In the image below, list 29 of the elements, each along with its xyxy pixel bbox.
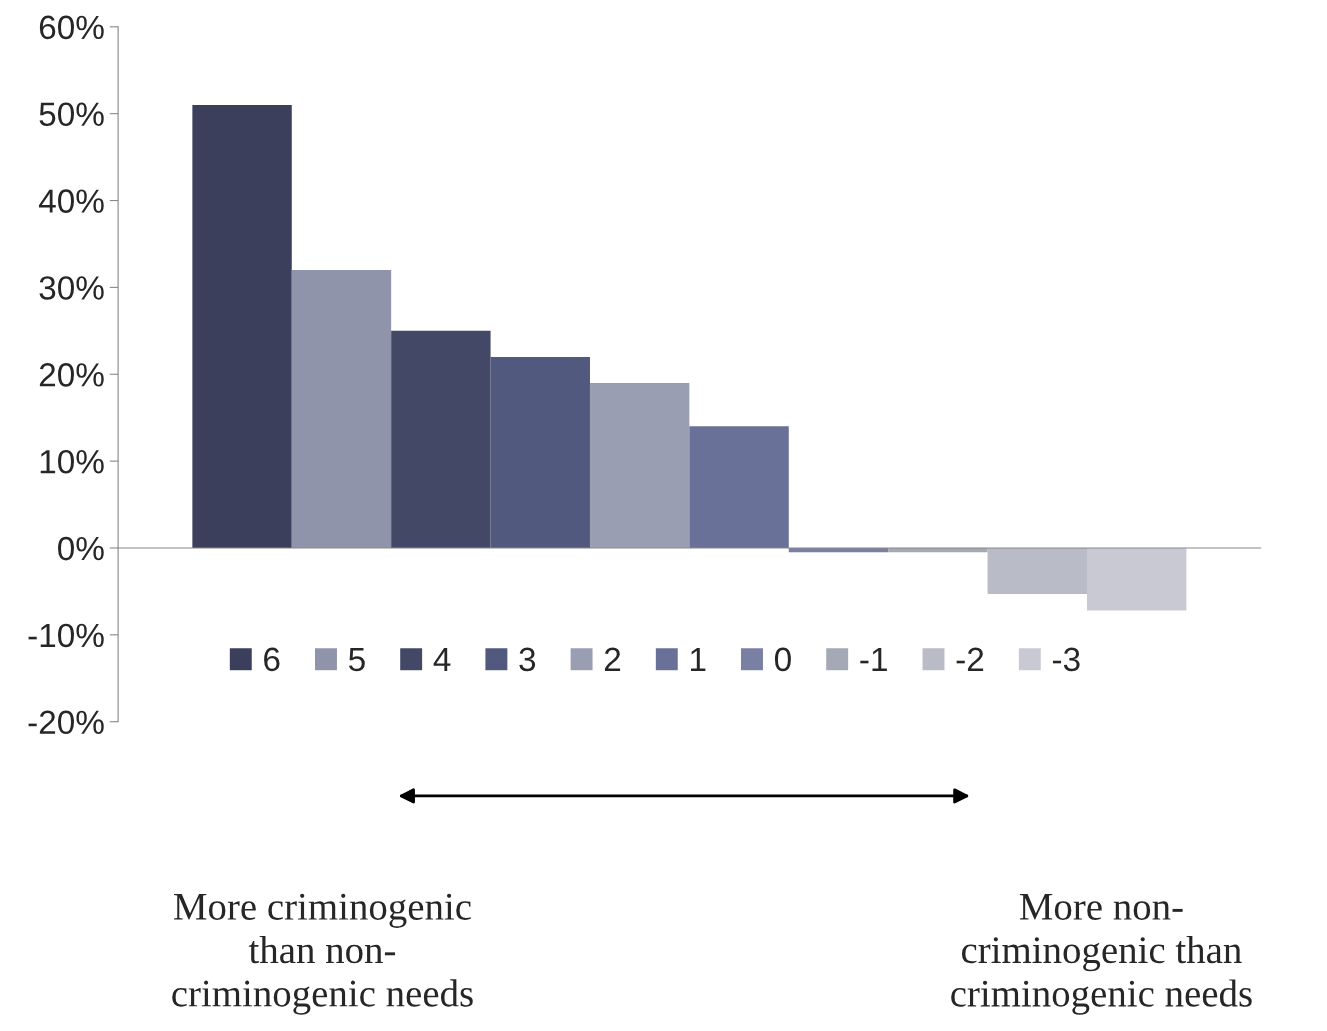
legend-label: 5 — [348, 647, 365, 672]
y-tick-label: 50% — [39, 102, 104, 127]
y-tick-label: 40% — [38, 189, 104, 213]
y-tick-label: 10% — [40, 449, 104, 474]
legend-label: -2 — [956, 647, 984, 671]
bar — [291, 270, 392, 548]
text: More non- criminogenic than criminogenic needs — [951, 894, 1252, 1015]
y-tick-label: 60% — [39, 15, 104, 40]
legend-label: 4 — [433, 647, 451, 671]
legend-label: 0 — [774, 647, 791, 672]
bar — [689, 426, 789, 548]
y-tick-label: -20% — [28, 710, 104, 735]
bar — [490, 356, 590, 548]
legend-label: -3 — [1052, 647, 1080, 672]
bar — [987, 547, 1087, 595]
bar — [391, 330, 491, 548]
bar — [589, 382, 690, 548]
text: More criminogenic than non- criminogenic needs — [172, 893, 473, 1015]
legend-label: 2 — [604, 647, 621, 671]
legend-label: 6 — [264, 647, 280, 672]
y-tick-label: 20% — [39, 363, 104, 387]
legend-label: 3 — [519, 647, 536, 672]
y-tick-label: -10% — [28, 623, 104, 648]
y-tick-label: 30% — [39, 276, 104, 300]
legend-label: -1 — [860, 647, 887, 671]
legend-label: 1 — [690, 647, 706, 671]
bar — [192, 104, 292, 548]
bar — [1086, 547, 1187, 611]
y-tick-label: 0% — [58, 536, 104, 561]
